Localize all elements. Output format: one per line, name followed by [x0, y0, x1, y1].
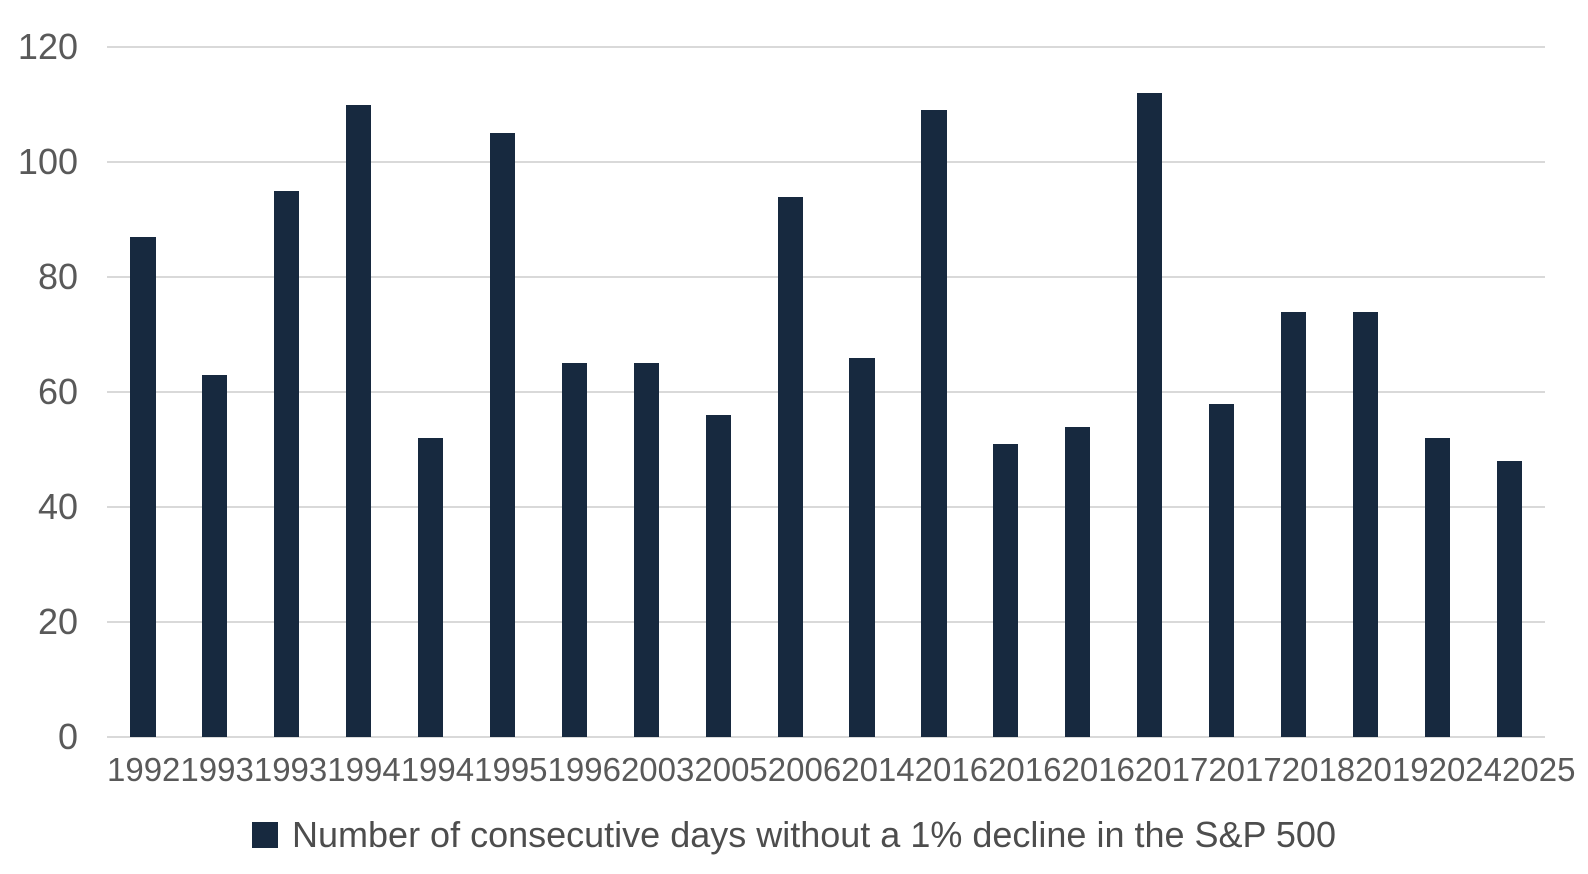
y-axis: 0 20 40 60 80 100 120	[0, 29, 78, 755]
bar-2025-19	[1496, 461, 1522, 737]
y-tick-label-100: 100	[17, 141, 78, 182]
bar-1992-0	[130, 236, 156, 737]
x-tick-label-0: 1992	[107, 751, 181, 788]
bar-2014-10	[849, 357, 875, 737]
bar-1993-2	[274, 190, 300, 737]
x-tick-label-16: 2018	[1281, 751, 1356, 788]
bar-slot-6	[538, 47, 610, 737]
legend: Number of consecutive days without a 1% …	[0, 815, 1588, 855]
bar-slot-19	[1473, 47, 1545, 737]
gridline-80	[107, 276, 1545, 278]
bar-slot-12	[970, 47, 1042, 737]
bar-slot-1	[179, 47, 251, 737]
bar-1994-4	[418, 438, 444, 737]
x-tick-label-18: 2024	[1428, 751, 1503, 788]
x-tick-label-11: 2016	[914, 751, 989, 788]
y-tick-label-60: 60	[37, 371, 78, 412]
bar-slot-13	[1042, 47, 1114, 737]
x-tick-label-19: 2025	[1502, 751, 1576, 788]
bar-slot-3	[323, 47, 395, 737]
gridline-100	[107, 161, 1545, 163]
bar-slot-18	[1401, 47, 1473, 737]
bar-slot-16	[1258, 47, 1330, 737]
x-tick-label-15: 2017	[1208, 751, 1282, 788]
bar-slot-11	[898, 47, 970, 737]
y-tick-label-0: 0	[57, 716, 78, 757]
gridline-60	[107, 391, 1545, 393]
x-tick-label-8: 2005	[694, 751, 768, 788]
x-tick-label-10: 2014	[841, 751, 915, 788]
bar-slot-17	[1329, 47, 1401, 737]
x-tick-label-12: 2016	[988, 751, 1062, 788]
bar-2019-17	[1352, 311, 1378, 737]
gridline-120	[107, 46, 1545, 48]
x-tick-label-17: 2019	[1355, 751, 1429, 788]
bar-series	[107, 47, 1545, 737]
bar-2003-7	[633, 363, 659, 737]
bar-slot-0	[107, 47, 179, 737]
x-tick-label-1: 1993	[180, 751, 254, 788]
bar-1995-5	[489, 133, 516, 737]
y-tick-label-40: 40	[37, 486, 78, 527]
bar-slot-14	[1114, 47, 1186, 737]
x-tick-label-2: 1993	[253, 751, 328, 788]
y-tick-label-120: 120	[17, 26, 78, 67]
bar-1996-6	[561, 363, 587, 737]
plot-area	[107, 46, 1545, 738]
legend-marker-icon	[252, 821, 279, 848]
bar-slot-5	[467, 47, 539, 737]
x-axis: 1992 1993 1993 1994 1994 1995 1996 2003 2005 2006…	[107, 751, 1575, 788]
bar-slot-9	[754, 47, 826, 737]
bar-2017-14	[1137, 93, 1163, 737]
bar-1994-3	[346, 104, 372, 737]
y-tick-label-20: 20	[37, 601, 78, 642]
bar-slot-7	[610, 47, 682, 737]
bar-slot-10	[826, 47, 898, 737]
gridline-40	[107, 506, 1545, 508]
bar-2024-18	[1424, 438, 1450, 737]
bar-1993-1	[202, 374, 228, 737]
gridline-0	[107, 736, 1545, 738]
y-tick-label-80: 80	[37, 256, 78, 297]
bar-slot-8	[682, 47, 754, 737]
bar-slot-2	[251, 47, 323, 737]
bar-2017-15	[1208, 403, 1235, 737]
x-tick-label-13: 2016	[1061, 751, 1135, 788]
x-tick-label-14: 2017	[1134, 751, 1209, 788]
x-tick-label-7: 2003	[620, 751, 695, 788]
bar-2018-16	[1280, 311, 1307, 737]
bar-2005-8	[705, 415, 731, 737]
bar-2016-13	[1065, 426, 1091, 737]
legend-label: Number of consecutive days without a 1% …	[292, 814, 1336, 855]
x-tick-label-3: 1994	[327, 751, 401, 788]
bar-2016-11	[921, 110, 947, 737]
x-tick-label-5: 1995	[474, 751, 548, 788]
gridlines	[107, 46, 1545, 738]
bar-2006-9	[777, 196, 803, 737]
bar-slot-4	[395, 47, 467, 737]
bar-slot-15	[1186, 47, 1258, 737]
bar-2016-12	[993, 443, 1019, 737]
gridline-20	[107, 621, 1545, 623]
x-tick-label-4: 1994	[400, 751, 475, 788]
x-tick-label-6: 1996	[547, 751, 621, 788]
x-tick-label-9: 2006	[767, 751, 842, 788]
